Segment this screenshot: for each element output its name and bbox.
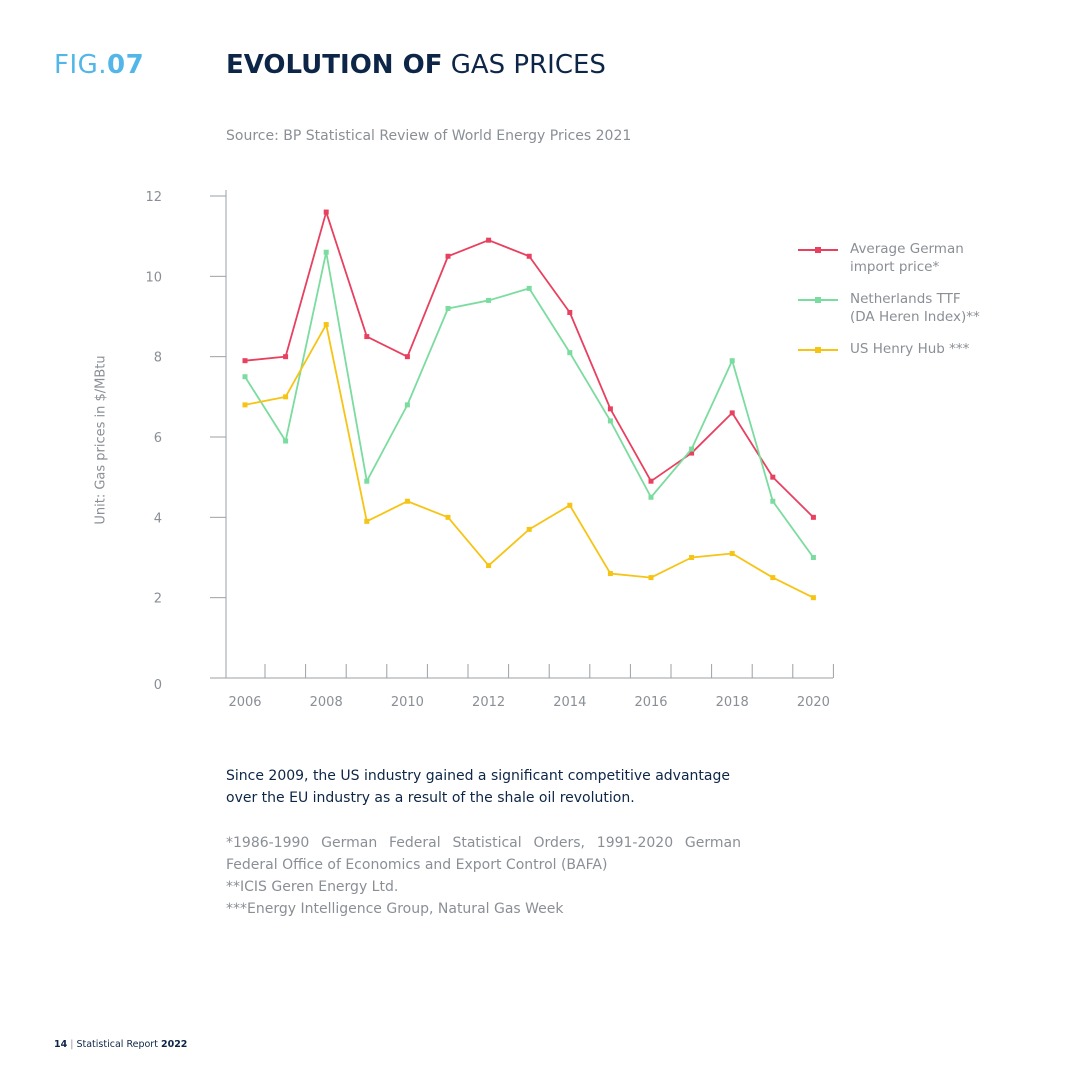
page-number: 14	[54, 1039, 68, 1050]
series-2-point	[323, 322, 329, 328]
series-2-point	[567, 502, 573, 508]
figure-prefix: FIG.	[54, 50, 108, 80]
legend-swatch	[798, 247, 838, 253]
series-0-point	[486, 237, 492, 243]
x-tick-label: 2012	[472, 695, 505, 710]
series-2-point	[810, 595, 816, 601]
series-0-point	[810, 514, 816, 520]
series-0-point	[567, 309, 573, 315]
x-tick-label: 2006	[228, 695, 261, 710]
series-2-point	[607, 571, 613, 577]
series-2-point	[364, 518, 370, 524]
series-0-point	[526, 253, 532, 259]
legend-swatch-marker	[815, 347, 821, 353]
series-1-point	[404, 402, 410, 408]
legend-item: Netherlands TTF (DA Heren Index)**	[798, 290, 1058, 340]
series-2-point	[689, 555, 695, 560]
series-1-point	[486, 297, 492, 303]
series-0-point	[729, 410, 735, 416]
series-0-point	[445, 253, 451, 259]
report-year: 2022	[160, 1039, 188, 1050]
footnote-2: **ICIS Geren Energy Ltd.	[226, 879, 399, 895]
footnote-1: *1986-1990 German Federal Statistical Or…	[226, 835, 741, 873]
y-tick-label: 6	[154, 431, 162, 446]
series-2-point	[648, 575, 654, 581]
x-tick-label: 2008	[310, 695, 343, 710]
series-2-point	[729, 550, 735, 556]
y-tick-label: 12	[145, 190, 162, 205]
series-0-point	[283, 354, 289, 360]
page-title: EVOLUTION OF GAS PRICES	[226, 50, 606, 80]
series-0-point	[242, 358, 248, 364]
y-tick-label: 8	[154, 351, 162, 366]
footnotes: *1986-1990 German Federal Statistical Or…	[226, 832, 741, 920]
legend-swatch-marker	[815, 247, 821, 253]
series-1-point	[445, 305, 451, 311]
series-0-point	[323, 209, 329, 215]
line-chart: 0 2 4 6 8 10 12 2006 2008 2010 2012 2014 2016 2018 202…	[145, 190, 834, 710]
series-1-point	[607, 418, 613, 424]
legend-swatch-marker	[815, 297, 821, 303]
conclusion-text: Since 2009, the US industry gained a sig…	[226, 768, 730, 806]
y-tick-label: 10	[145, 270, 162, 285]
series-1-point	[364, 478, 370, 484]
legend-label: US Henry Hub ***	[850, 341, 970, 357]
report-name: Statistical Report	[76, 1039, 161, 1050]
chart-legend: Average German import price* Netherlands …	[798, 240, 1058, 390]
legend-label: Netherlands TTF (DA Heren Index)**	[850, 291, 980, 325]
legend-item: Average German import price*	[798, 240, 1058, 290]
series-1-point	[283, 438, 289, 444]
x-tick-label: 2018	[716, 695, 749, 710]
page-footer: 14 | Statistical Report 2022	[54, 1039, 187, 1050]
series-line-1	[244, 251, 815, 559]
series-2-point	[770, 575, 776, 581]
series-1-point	[323, 249, 329, 255]
title-light: GAS PRICES	[442, 50, 606, 80]
series-2-point	[242, 402, 248, 408]
series-0-point	[404, 354, 410, 360]
figure-number-value: 07	[107, 50, 145, 80]
series-1-point	[242, 374, 248, 380]
series-0-point	[607, 406, 613, 412]
y-tick-label: 4	[154, 511, 162, 526]
source-note: Source: BP Statistical Review of World E…	[226, 128, 632, 144]
series-1-point	[770, 498, 776, 504]
series-0-point	[364, 334, 370, 340]
title-bold: EVOLUTION OF	[226, 50, 443, 80]
series-2-point	[445, 514, 451, 520]
series-1-point	[526, 285, 532, 291]
series-2-point	[486, 563, 492, 569]
series-1-point	[567, 350, 573, 356]
legend-swatch	[798, 347, 838, 353]
figure-number: FIG.07	[54, 50, 144, 80]
legend-item: US Henry Hub ***	[798, 340, 1058, 390]
series-2-point	[283, 394, 289, 400]
series-1-point	[810, 555, 816, 560]
x-tick-label: 2010	[391, 695, 424, 710]
series-2-point	[526, 526, 532, 532]
x-tick-label: 2014	[553, 695, 586, 710]
series-line-2	[244, 323, 814, 599]
series-1-point	[689, 446, 695, 452]
series-1-point	[729, 358, 735, 364]
footnote-3: ***Energy Intelligence Group, Natural Ga…	[226, 901, 564, 917]
x-tick-label: 2020	[797, 695, 830, 710]
legend-label: Average German import price*	[850, 241, 964, 275]
series-0-point	[648, 478, 654, 484]
y-tick-label: 2	[154, 592, 162, 607]
series-2-point	[404, 498, 410, 504]
series-0-point	[770, 474, 776, 480]
legend-swatch	[798, 297, 838, 303]
footer-separator: |	[67, 1039, 77, 1050]
y-tick-label: 0	[154, 678, 162, 693]
x-tick-label: 2016	[634, 695, 667, 710]
series-1-point	[648, 494, 654, 500]
series-0-point	[689, 450, 695, 456]
